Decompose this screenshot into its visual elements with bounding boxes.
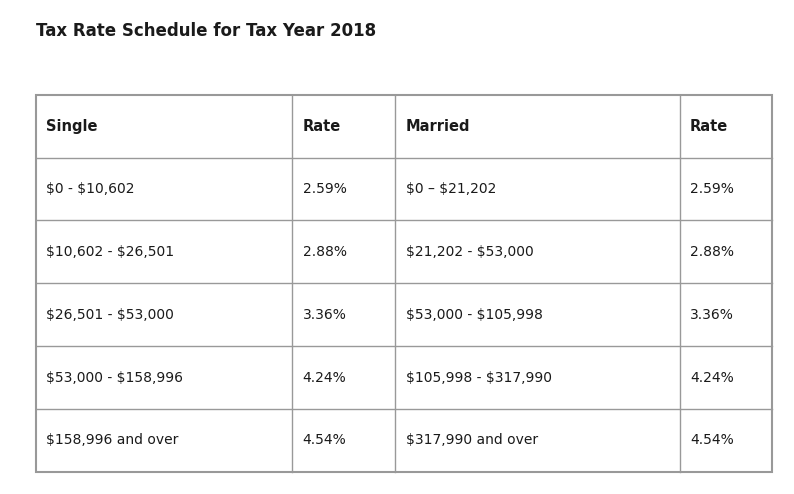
- Text: 3.36%: 3.36%: [690, 308, 734, 322]
- Text: \$10,602 - \$26,501: \$10,602 - \$26,501: [46, 245, 174, 259]
- Text: Married: Married: [406, 119, 470, 134]
- Text: 2.88%: 2.88%: [303, 245, 346, 259]
- Text: Rate: Rate: [303, 119, 341, 134]
- Text: \$105,998 - \$317,990: \$105,998 - \$317,990: [406, 370, 552, 384]
- Text: 2.59%: 2.59%: [303, 182, 346, 196]
- Text: 4.54%: 4.54%: [690, 433, 734, 448]
- Text: \$0 - \$10,602: \$0 - \$10,602: [46, 182, 134, 196]
- Text: 2.59%: 2.59%: [690, 182, 734, 196]
- Text: \$0 – \$21,202: \$0 – \$21,202: [406, 182, 496, 196]
- Text: 4.24%: 4.24%: [303, 370, 346, 384]
- Text: 2.88%: 2.88%: [690, 245, 734, 259]
- Text: Single: Single: [46, 119, 98, 134]
- Text: \$53,000 - \$158,996: \$53,000 - \$158,996: [46, 370, 183, 384]
- Text: \$21,202 - \$53,000: \$21,202 - \$53,000: [406, 245, 534, 259]
- Text: \$317,990 and over: \$317,990 and over: [406, 433, 538, 448]
- Text: \$26,501 - \$53,000: \$26,501 - \$53,000: [46, 308, 174, 322]
- Text: \$158,996 and over: \$158,996 and over: [46, 433, 179, 448]
- Text: \$53,000 - \$105,998: \$53,000 - \$105,998: [406, 308, 542, 322]
- Bar: [36, 95, 772, 472]
- Text: Rate: Rate: [690, 119, 728, 134]
- Text: 4.24%: 4.24%: [690, 370, 734, 384]
- Text: 4.54%: 4.54%: [303, 433, 346, 448]
- Text: 3.36%: 3.36%: [303, 308, 346, 322]
- Text: Tax Rate Schedule for Tax Year 2018: Tax Rate Schedule for Tax Year 2018: [36, 22, 376, 40]
